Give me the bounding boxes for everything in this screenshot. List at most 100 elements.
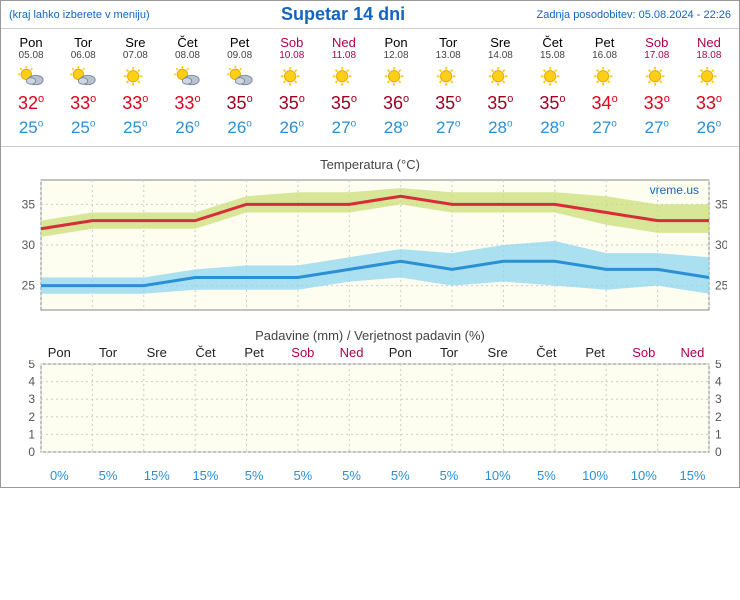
precip-day-label: Tor <box>427 345 471 360</box>
svg-text:4: 4 <box>28 375 35 389</box>
svg-text:0: 0 <box>28 445 35 459</box>
precipitation-chart: 001122334455 <box>7 360 727 468</box>
svg-text:30: 30 <box>22 238 36 252</box>
precip-probability: 15% <box>670 468 714 483</box>
precip-day-label: Ned <box>330 345 374 360</box>
day-date: 18.08 <box>684 50 734 61</box>
low-temp: 27o <box>423 118 473 138</box>
precip-probability: 5% <box>524 468 568 483</box>
svg-text:5: 5 <box>28 360 35 371</box>
day-column: Čet15.0835o28o <box>527 35 577 138</box>
day-name: Sob <box>632 35 682 50</box>
high-temp: 35o <box>267 93 317 114</box>
day-date: 06.08 <box>58 50 108 61</box>
sun-icon <box>485 65 515 89</box>
sun-icon <box>642 65 672 89</box>
day-date: 17.08 <box>632 50 682 61</box>
high-temp: 34o <box>580 93 630 114</box>
low-temp: 28o <box>371 118 421 138</box>
day-name: Pon <box>6 35 56 50</box>
day-column: Sre14.0835o28o <box>475 35 525 138</box>
day-date: 05.08 <box>6 50 56 61</box>
precip-probability: 0% <box>37 468 81 483</box>
precip-day-label: Čet <box>524 345 568 360</box>
sun-icon <box>329 65 359 89</box>
high-temp: 33o <box>162 93 212 114</box>
day-name: Sre <box>475 35 525 50</box>
day-column: Ned11.0835o27o <box>319 35 369 138</box>
low-temp: 26o <box>162 118 212 138</box>
day-name: Pon <box>371 35 421 50</box>
low-temp: 25o <box>6 118 56 138</box>
day-name: Čet <box>162 35 212 50</box>
high-temp: 33o <box>110 93 160 114</box>
svg-text:1: 1 <box>28 427 35 441</box>
sun-icon <box>277 65 307 89</box>
svg-text:vreme.us: vreme.us <box>650 183 699 197</box>
day-name: Tor <box>58 35 108 50</box>
precip-probability: 5% <box>378 468 422 483</box>
sun-icon <box>120 65 150 89</box>
low-temp: 26o <box>267 118 317 138</box>
svg-text:3: 3 <box>715 392 722 406</box>
forecast-row: Pon05.0832o25oTor06.0833o25oSre07.0833o2… <box>1 29 739 147</box>
day-column: Pon05.08 32o 25o <box>6 35 56 138</box>
day-column: Sre07.0833o25o <box>110 35 160 138</box>
low-temp: 25o <box>58 118 108 138</box>
high-temp: 33o <box>684 93 734 114</box>
precipitation-probabilities: 0%5%15%15%5%5%5%5%5%10%5%10%10%15% <box>7 468 733 483</box>
low-temp: 27o <box>580 118 630 138</box>
day-date: 15.08 <box>527 50 577 61</box>
svg-text:25: 25 <box>22 279 36 293</box>
sun-icon <box>433 65 463 89</box>
low-temp: 28o <box>475 118 525 138</box>
svg-text:1: 1 <box>715 427 722 441</box>
high-temp: 33o <box>58 93 108 114</box>
precip-day-label: Pon <box>37 345 81 360</box>
svg-text:2: 2 <box>715 410 722 424</box>
sun-cloud-icon <box>172 65 202 89</box>
precip-probability: 5% <box>86 468 130 483</box>
temperature-section: Temperatura (°C) 252530303535vreme.us <box>1 147 739 324</box>
precip-probability: 10% <box>622 468 666 483</box>
day-name: Čet <box>527 35 577 50</box>
precip-probability: 5% <box>427 468 471 483</box>
high-temp: 32o <box>6 93 56 114</box>
day-date: 12.08 <box>371 50 421 61</box>
high-temp: 35o <box>527 93 577 114</box>
precip-probability: 15% <box>135 468 179 483</box>
day-name: Tor <box>423 35 473 50</box>
sun-icon <box>381 65 411 89</box>
temperature-chart-title: Temperatura (°C) <box>7 157 733 172</box>
day-column: Ned18.0833o26o <box>684 35 734 138</box>
precip-probability: 5% <box>232 468 276 483</box>
svg-text:0: 0 <box>715 445 722 459</box>
low-temp: 27o <box>632 118 682 138</box>
day-column: Sob10.0835o26o <box>267 35 317 138</box>
forecast-widget: (kraj lahko izberete v meniju) Supetar 1… <box>0 0 740 488</box>
precip-probability: 5% <box>281 468 325 483</box>
precip-day-label: Sre <box>476 345 520 360</box>
page-title: Supetar 14 dni <box>281 4 405 25</box>
precip-day-label: Sob <box>622 345 666 360</box>
day-column: Pet09.0835o26o <box>215 35 265 138</box>
menu-note: (kraj lahko izberete v meniju) <box>9 9 150 21</box>
precip-day-label: Pet <box>232 345 276 360</box>
low-temp: 26o <box>215 118 265 138</box>
day-date: 16.08 <box>580 50 630 61</box>
precipitation-section: Padavine (mm) / Verjetnost padavin (%) P… <box>1 328 739 487</box>
day-name: Pet <box>580 35 630 50</box>
precip-day-label: Čet <box>183 345 227 360</box>
precipitation-day-labels: PonTorSreČetPetSobNedPonTorSreČetPetSobN… <box>7 345 733 360</box>
header: (kraj lahko izberete v meniju) Supetar 1… <box>1 1 739 29</box>
high-temp: 36o <box>371 93 421 114</box>
day-date: 14.08 <box>475 50 525 61</box>
last-update: Zadnja posodobitev: 05.08.2024 - 22:26 <box>537 9 731 21</box>
precip-probability: 15% <box>183 468 227 483</box>
svg-text:4: 4 <box>715 375 722 389</box>
high-temp: 35o <box>423 93 473 114</box>
sun-icon <box>694 65 724 89</box>
day-date: 08.08 <box>162 50 212 61</box>
precip-day-label: Tor <box>86 345 130 360</box>
temperature-chart: 252530303535vreme.us <box>7 174 727 324</box>
